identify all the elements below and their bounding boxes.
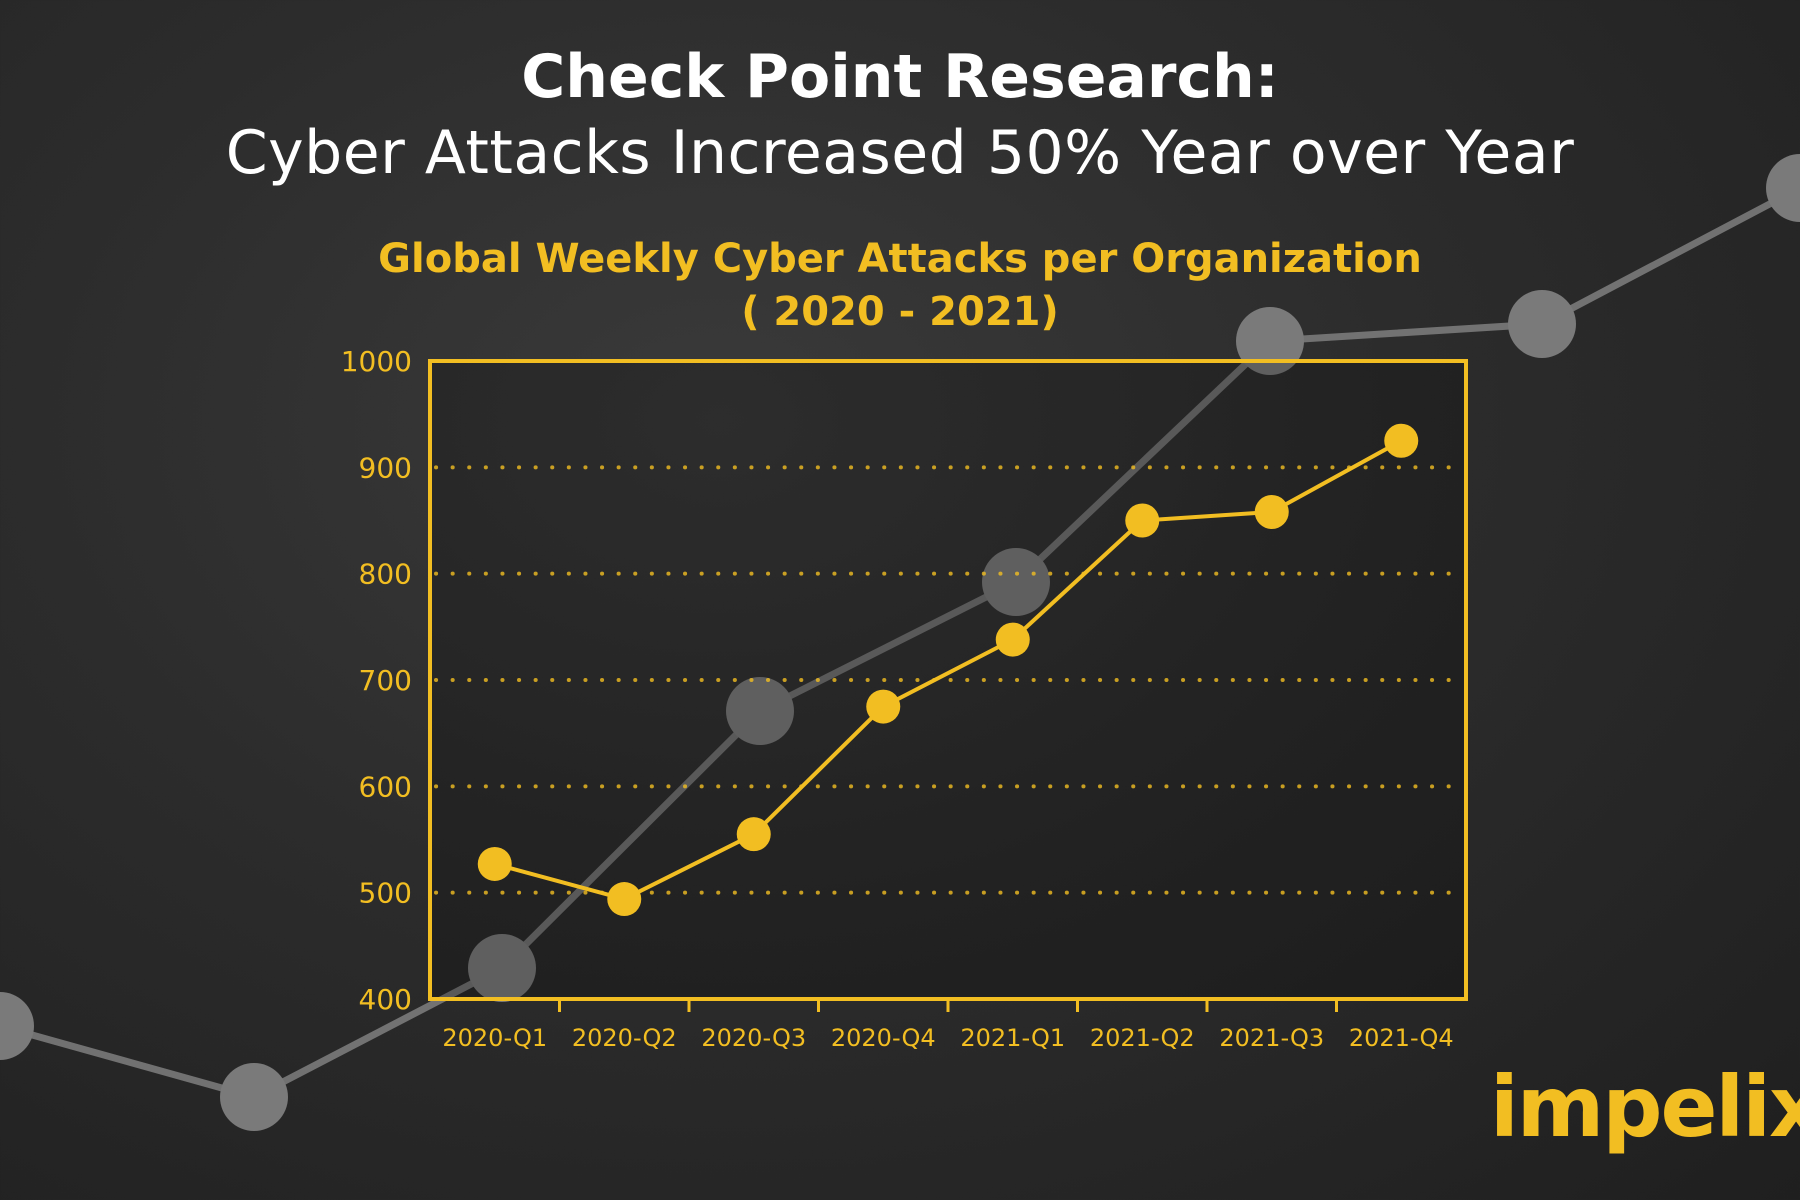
data-point [866,689,901,724]
decor-dot [1236,307,1304,375]
data-point [477,846,512,881]
chart-title: Global Weekly Cyber Attacks per Organiza… [378,236,1422,282]
y-tick-label: 900 [359,451,412,484]
y-tick-label: 800 [359,558,412,591]
decor-dot [1766,154,1800,222]
headline-subtitle: Cyber Attacks Increased 50% Year over Ye… [225,118,1575,188]
y-tick-label: 400 [359,983,412,1016]
data-point [1125,503,1160,538]
decor-dot [726,677,794,745]
decor-dot [1508,290,1576,358]
y-tick-label: 1000 [341,345,412,378]
headline-title: Check Point Research: [521,42,1279,112]
y-tick-label: 700 [359,664,412,697]
x-tick-label: 2021-Q3 [1219,1024,1324,1052]
x-tick-label: 2020-Q1 [442,1024,547,1052]
series-layer [477,423,1419,917]
gridlines [434,465,1466,895]
data-point [1384,423,1419,458]
data-point [736,817,771,852]
axes: 400 500 600 700 800 900 1000 2020-Q1 2020-Q2 2020… [341,345,1454,1052]
x-tick-label: 2021-Q4 [1349,1024,1454,1052]
data-point [995,622,1030,657]
x-tick-label: 2020-Q4 [831,1024,936,1052]
data-point [607,882,642,917]
decor-dot [0,992,34,1060]
y-tick-label: 600 [359,770,412,803]
x-tick-label: 2021-Q2 [1090,1024,1195,1052]
decor-dot [468,934,536,1002]
data-point [1254,494,1289,529]
y-tick-label: 500 [359,877,412,910]
x-tick-label: 2020-Q3 [701,1024,806,1052]
impelix-logo: impelix [1490,1058,1800,1156]
x-tick-label: 2020-Q2 [572,1024,677,1052]
x-tick-label: 2021-Q1 [960,1024,1065,1052]
decor-dot [982,548,1050,616]
series-line [494,438,1403,902]
decor-line [0,184,1800,1101]
chart-subtitle: ( 2020 - 2021) [741,289,1059,335]
decor-dot [220,1063,288,1131]
